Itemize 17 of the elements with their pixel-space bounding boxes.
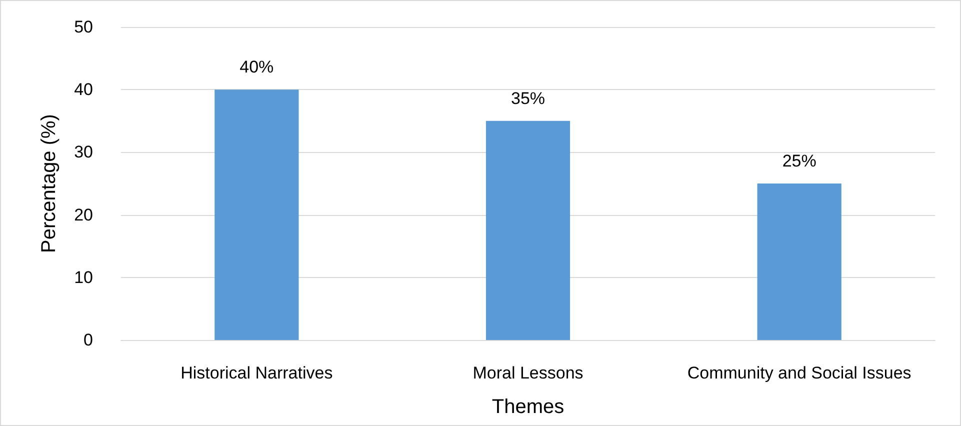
- y-tick-label: 20: [74, 205, 93, 224]
- bar: [757, 184, 842, 340]
- x-tick-label: Historical Narratives: [180, 364, 333, 382]
- bar: [486, 120, 570, 340]
- bar: [214, 90, 299, 340]
- x-tick-label: Community and Social Issues: [687, 364, 912, 382]
- x-axis-title: Themes: [492, 396, 564, 418]
- y-axis-title: Percentage (%): [38, 114, 60, 253]
- y-tick-label: 0: [84, 330, 93, 350]
- data-label: 35%: [510, 88, 546, 108]
- data-label: 25%: [782, 152, 816, 170]
- y-tick-label: 30: [74, 142, 93, 162]
- y-tick-label: 50: [74, 18, 93, 36]
- y-tick-label: 40: [74, 80, 93, 100]
- y-tick-label: 10: [74, 268, 93, 287]
- x-tick-label: Moral Lessons: [472, 364, 584, 382]
- data-label: 40%: [240, 58, 274, 77]
